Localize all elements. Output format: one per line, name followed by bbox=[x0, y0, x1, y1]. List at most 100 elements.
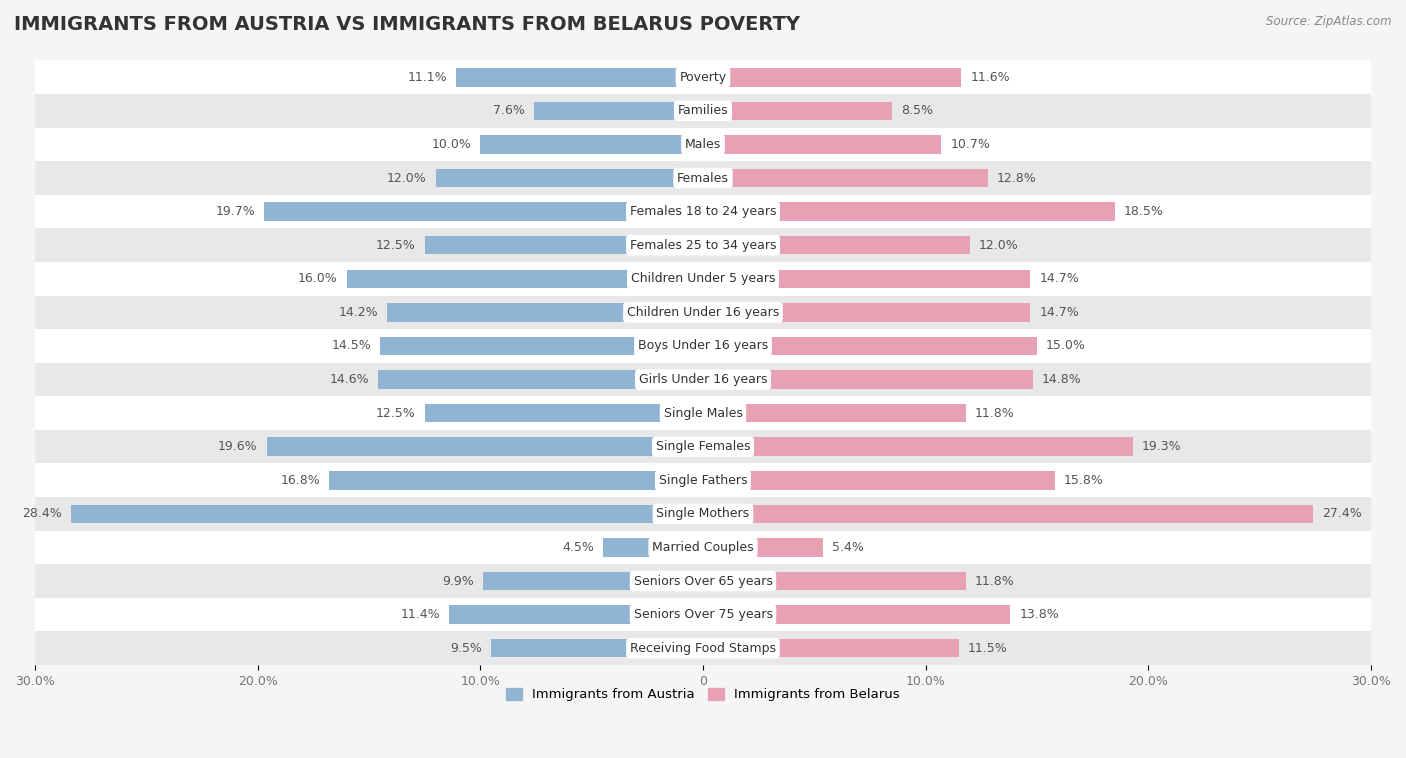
Bar bbox=[703, 270, 1031, 288]
Text: 14.8%: 14.8% bbox=[1042, 373, 1081, 386]
Bar bbox=[703, 505, 1313, 523]
Text: 19.7%: 19.7% bbox=[215, 205, 256, 218]
Text: 15.8%: 15.8% bbox=[1064, 474, 1104, 487]
Text: 15.0%: 15.0% bbox=[1046, 340, 1085, 352]
Text: 11.8%: 11.8% bbox=[974, 575, 1014, 587]
Bar bbox=[380, 337, 703, 356]
Text: 19.6%: 19.6% bbox=[218, 440, 257, 453]
Text: Receiving Food Stamps: Receiving Food Stamps bbox=[630, 642, 776, 655]
Text: Males: Males bbox=[685, 138, 721, 151]
Bar bbox=[703, 169, 988, 187]
Text: Families: Families bbox=[678, 105, 728, 117]
Bar bbox=[35, 329, 1371, 363]
Bar bbox=[703, 606, 1011, 624]
Text: Females 25 to 34 years: Females 25 to 34 years bbox=[630, 239, 776, 252]
Text: 14.2%: 14.2% bbox=[339, 306, 378, 319]
Bar bbox=[329, 471, 703, 490]
Text: Married Couples: Married Couples bbox=[652, 541, 754, 554]
Text: Boys Under 16 years: Boys Under 16 years bbox=[638, 340, 768, 352]
Text: 5.4%: 5.4% bbox=[832, 541, 865, 554]
Text: 12.0%: 12.0% bbox=[387, 171, 427, 184]
Text: 8.5%: 8.5% bbox=[901, 105, 934, 117]
Bar bbox=[703, 102, 893, 120]
Bar bbox=[35, 463, 1371, 497]
Text: 18.5%: 18.5% bbox=[1123, 205, 1164, 218]
Text: 14.5%: 14.5% bbox=[332, 340, 371, 352]
Bar bbox=[703, 68, 962, 86]
Bar bbox=[482, 572, 703, 590]
Bar bbox=[425, 236, 703, 255]
Bar bbox=[425, 404, 703, 422]
Bar bbox=[703, 236, 970, 255]
Text: Single Mothers: Single Mothers bbox=[657, 507, 749, 521]
Bar bbox=[703, 471, 1054, 490]
Text: IMMIGRANTS FROM AUSTRIA VS IMMIGRANTS FROM BELARUS POVERTY: IMMIGRANTS FROM AUSTRIA VS IMMIGRANTS FR… bbox=[14, 15, 800, 34]
Text: 7.6%: 7.6% bbox=[494, 105, 524, 117]
Bar bbox=[703, 135, 941, 154]
Bar bbox=[267, 437, 703, 456]
Bar bbox=[70, 505, 703, 523]
Text: 27.4%: 27.4% bbox=[1322, 507, 1362, 521]
Bar bbox=[378, 371, 703, 389]
Text: Single Females: Single Females bbox=[655, 440, 751, 453]
Text: Seniors Over 65 years: Seniors Over 65 years bbox=[634, 575, 772, 587]
Bar bbox=[35, 396, 1371, 430]
Text: 28.4%: 28.4% bbox=[22, 507, 62, 521]
Text: 11.6%: 11.6% bbox=[970, 70, 1010, 84]
Bar bbox=[703, 202, 1115, 221]
Bar bbox=[456, 68, 703, 86]
Bar bbox=[703, 404, 966, 422]
Bar bbox=[35, 564, 1371, 598]
Bar bbox=[347, 270, 703, 288]
Text: Single Males: Single Males bbox=[664, 406, 742, 420]
Bar bbox=[35, 127, 1371, 161]
Bar bbox=[35, 195, 1371, 228]
Text: Source: ZipAtlas.com: Source: ZipAtlas.com bbox=[1267, 15, 1392, 28]
Bar bbox=[35, 228, 1371, 262]
Text: Seniors Over 75 years: Seniors Over 75 years bbox=[634, 608, 772, 621]
Text: 12.5%: 12.5% bbox=[375, 406, 416, 420]
Text: 16.0%: 16.0% bbox=[298, 272, 337, 285]
Text: 11.8%: 11.8% bbox=[974, 406, 1014, 420]
Text: Children Under 16 years: Children Under 16 years bbox=[627, 306, 779, 319]
Bar bbox=[703, 538, 824, 556]
Bar bbox=[35, 430, 1371, 463]
Text: 10.7%: 10.7% bbox=[950, 138, 990, 151]
Bar bbox=[35, 94, 1371, 127]
Text: 14.7%: 14.7% bbox=[1039, 272, 1078, 285]
Bar bbox=[703, 437, 1133, 456]
Bar bbox=[35, 61, 1371, 94]
Bar bbox=[703, 303, 1031, 321]
Text: 16.8%: 16.8% bbox=[280, 474, 321, 487]
Bar bbox=[387, 303, 703, 321]
Text: 12.8%: 12.8% bbox=[997, 171, 1036, 184]
Text: Poverty: Poverty bbox=[679, 70, 727, 84]
Text: Single Fathers: Single Fathers bbox=[659, 474, 747, 487]
Text: 9.9%: 9.9% bbox=[441, 575, 474, 587]
Bar bbox=[703, 337, 1038, 356]
Bar bbox=[35, 598, 1371, 631]
Text: 4.5%: 4.5% bbox=[562, 541, 593, 554]
Bar bbox=[703, 639, 959, 657]
Text: 12.5%: 12.5% bbox=[375, 239, 416, 252]
Bar bbox=[492, 639, 703, 657]
Bar bbox=[436, 169, 703, 187]
Bar bbox=[35, 262, 1371, 296]
Bar bbox=[35, 531, 1371, 564]
Text: 11.4%: 11.4% bbox=[401, 608, 440, 621]
Bar bbox=[603, 538, 703, 556]
Bar bbox=[534, 102, 703, 120]
Text: Females 18 to 24 years: Females 18 to 24 years bbox=[630, 205, 776, 218]
Bar bbox=[481, 135, 703, 154]
Text: 13.8%: 13.8% bbox=[1019, 608, 1059, 621]
Text: Girls Under 16 years: Girls Under 16 years bbox=[638, 373, 768, 386]
Bar bbox=[449, 606, 703, 624]
Legend: Immigrants from Austria, Immigrants from Belarus: Immigrants from Austria, Immigrants from… bbox=[501, 683, 905, 706]
Bar bbox=[264, 202, 703, 221]
Text: Children Under 5 years: Children Under 5 years bbox=[631, 272, 775, 285]
Text: 14.6%: 14.6% bbox=[329, 373, 368, 386]
Text: 14.7%: 14.7% bbox=[1039, 306, 1078, 319]
Text: 9.5%: 9.5% bbox=[451, 642, 482, 655]
Bar bbox=[35, 497, 1371, 531]
Text: 10.0%: 10.0% bbox=[432, 138, 471, 151]
